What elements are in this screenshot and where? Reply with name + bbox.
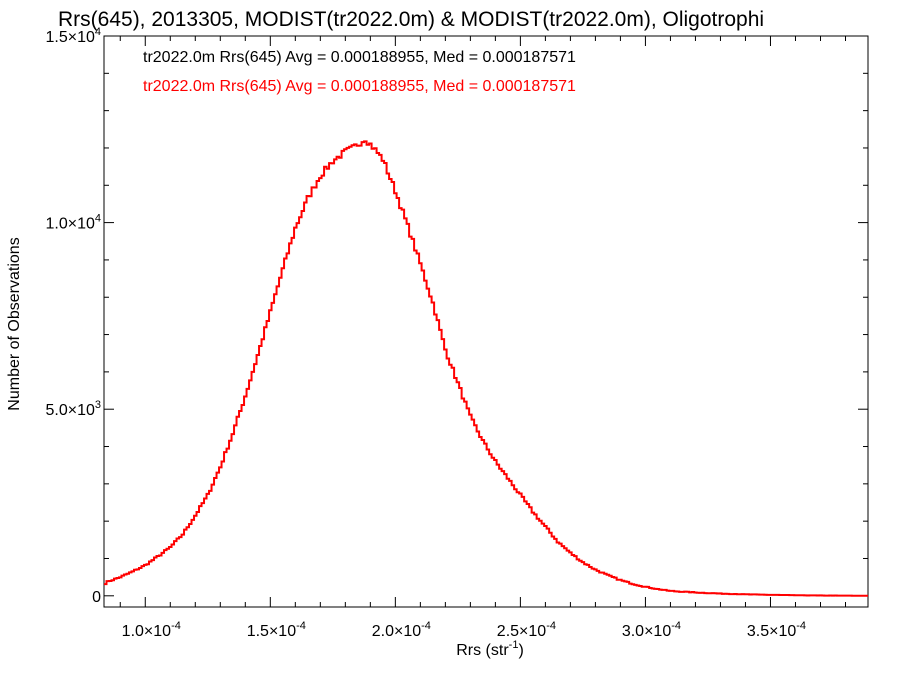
histogram-series-0 (104, 140, 868, 597)
x-tick-label: 2.0×10-4 (372, 620, 431, 640)
y-tick-label: 0 (92, 589, 101, 606)
axes-frame (103, 35, 869, 608)
x-tick-label: 3.0×10-4 (622, 620, 681, 640)
y-axis-label: Number of Observations (6, 237, 23, 410)
y-tick-label: 1.0×104 (45, 213, 101, 233)
x-tick-label: 3.5×10-4 (747, 620, 806, 640)
x-axis-label: Rrs (str-1) (456, 639, 524, 659)
stats-annotation-black: tr2022.0m Rrs(645) Avg = 0.000188955, Me… (143, 49, 576, 66)
chart-title: Rrs(645), 2013305, MODIST(tr2022.0m) & M… (58, 8, 764, 31)
x-tick-label: 2.5×10-4 (497, 620, 556, 640)
y-tick-label: 5.0×103 (45, 399, 101, 419)
stats-annotation-red: tr2022.0m Rrs(645) Avg = 0.000188955, Me… (143, 78, 576, 95)
series-layer (104, 140, 868, 597)
tick-labels: 1.0×10-4 1.5×10-4 2.0×10-4 2.5×10-4 3.0×10-4… (45, 26, 806, 640)
plot-frame (103, 35, 869, 608)
x-tick-label: 1.0×10-4 (122, 620, 181, 640)
y-tick-label: 1.5×104 (45, 26, 101, 46)
x-tick-label: 1.5×10-4 (247, 620, 306, 640)
